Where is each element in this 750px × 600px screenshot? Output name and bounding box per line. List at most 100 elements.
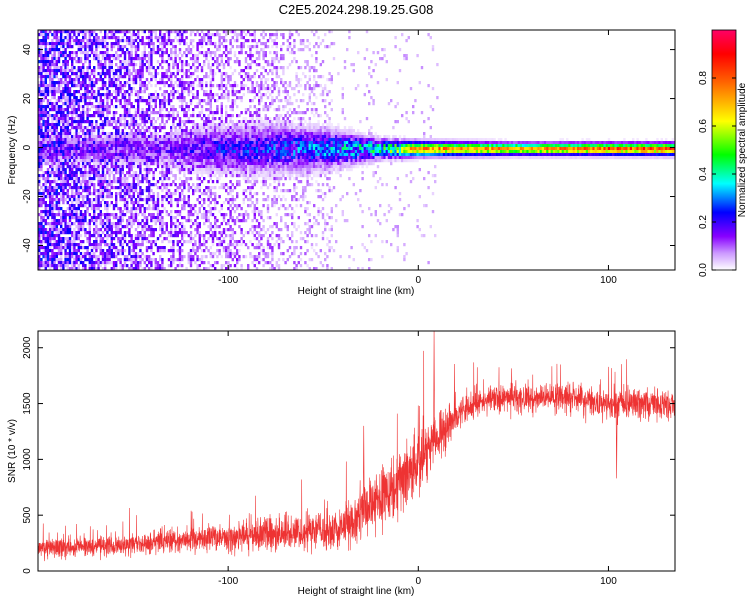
heatmap-cell (117, 138, 120, 142)
heatmap-cell (163, 138, 166, 142)
heatmap-cell (181, 228, 184, 232)
heatmap-cell (214, 192, 217, 196)
heatmap-cell (75, 192, 78, 196)
heatmap-cell (126, 264, 129, 268)
heatmap-cell (214, 123, 217, 127)
heatmap-cell (170, 168, 173, 172)
heatmap-cell (93, 213, 96, 217)
heatmap-cell (229, 234, 232, 238)
heatmap-cell (55, 264, 58, 268)
heatmap-cell (93, 135, 96, 139)
heatmap-cell (64, 237, 67, 241)
heatmap-cell (139, 69, 142, 73)
heatmap-cell (139, 78, 142, 82)
heatmap-cell (88, 180, 91, 184)
heatmap-cell (152, 141, 155, 145)
heatmap-cell (126, 39, 129, 43)
heatmap-cell (49, 225, 52, 229)
heatmap-cell (148, 93, 151, 97)
heatmap-cell (44, 78, 47, 82)
heatmap-cell (115, 138, 118, 142)
heatmap-cell (161, 39, 164, 43)
heatmap-cell (64, 84, 67, 88)
heatmap-cell (101, 108, 105, 112)
heatmap-cell (75, 231, 78, 235)
heatmap-cell (49, 240, 52, 244)
heatmap-cell (189, 81, 193, 85)
heatmap-cell (194, 204, 197, 208)
heatmap-cell (64, 144, 67, 148)
heatmap-cell (104, 45, 107, 49)
heatmap-cell (207, 195, 210, 199)
heatmap-cell (134, 207, 138, 211)
heatmap-cell (104, 54, 107, 58)
heatmap-cell (38, 39, 41, 43)
heatmap-cell (126, 222, 129, 226)
heatmap-cell (181, 63, 184, 67)
heatmap-cell (97, 63, 100, 67)
heatmap-cell (123, 183, 127, 187)
heatmap-cell (46, 159, 50, 163)
heatmap-cell (51, 105, 54, 109)
heatmap-cell (44, 252, 47, 256)
heatmap-cell (165, 213, 168, 217)
heatmap-cell (46, 72, 50, 76)
heatmap-cell (75, 42, 78, 46)
heatmap-cell (112, 216, 116, 220)
heatmap-cell (106, 249, 109, 253)
heatmap-cell (231, 87, 234, 91)
heatmap-cell (214, 225, 217, 229)
heatmap-cell (222, 165, 226, 169)
heatmap-cell (55, 174, 58, 178)
heatmap-cell (139, 222, 142, 226)
heatmap-cell (84, 60, 87, 64)
heatmap-cell (227, 255, 230, 259)
heatmap-cell (86, 72, 89, 76)
heatmap-cell (44, 213, 47, 217)
heatmap-cell (163, 126, 166, 130)
heatmap-cell (106, 189, 109, 193)
heatmap-cell (130, 102, 133, 106)
heatmap-cell (101, 222, 105, 226)
heatmap-cell (73, 99, 76, 103)
heatmap-cell (189, 255, 193, 259)
heatmap-cell (236, 135, 239, 139)
heatmap-cell (192, 135, 195, 139)
heatmap-cell (163, 51, 166, 55)
heatmap-cell (128, 147, 131, 151)
heatmap-cell (167, 150, 171, 154)
heatmap-cell (110, 156, 113, 160)
heatmap-cell (211, 240, 215, 244)
heatmap-cell (161, 249, 164, 253)
heatmap-cell (123, 207, 127, 211)
heatmap-cell (214, 144, 217, 148)
heatmap-cell (198, 225, 201, 229)
heatmap-cell (198, 126, 201, 130)
heatmap-cell (170, 234, 173, 238)
heatmap-cell (207, 261, 210, 265)
heatmap-cell (57, 36, 61, 40)
heatmap-cell (49, 228, 52, 232)
heatmap-cell (99, 87, 102, 91)
heatmap-cell (62, 60, 65, 64)
heatmap-cell (161, 60, 164, 64)
heatmap-cell (101, 63, 105, 67)
heatmap-cell (86, 54, 89, 58)
heatmap-cell (57, 81, 61, 85)
heatmap-cell (152, 183, 155, 187)
heatmap-cell (192, 222, 195, 226)
heatmap-cell (174, 141, 177, 145)
heatmap-cell (154, 258, 157, 262)
heatmap-cell (93, 150, 96, 154)
heatmap-cell (143, 153, 146, 157)
heatmap-cell (123, 144, 127, 148)
heatmap-cell (183, 195, 186, 199)
heatmap-cell (134, 75, 138, 79)
heatmap-cell (192, 171, 195, 175)
heatmap-cell (121, 63, 124, 67)
heatmap-cell (99, 153, 102, 157)
heatmap-cell (176, 111, 179, 115)
heatmap-cell (229, 171, 232, 175)
heatmap-cell (44, 120, 47, 124)
heatmap-cell (90, 204, 94, 208)
